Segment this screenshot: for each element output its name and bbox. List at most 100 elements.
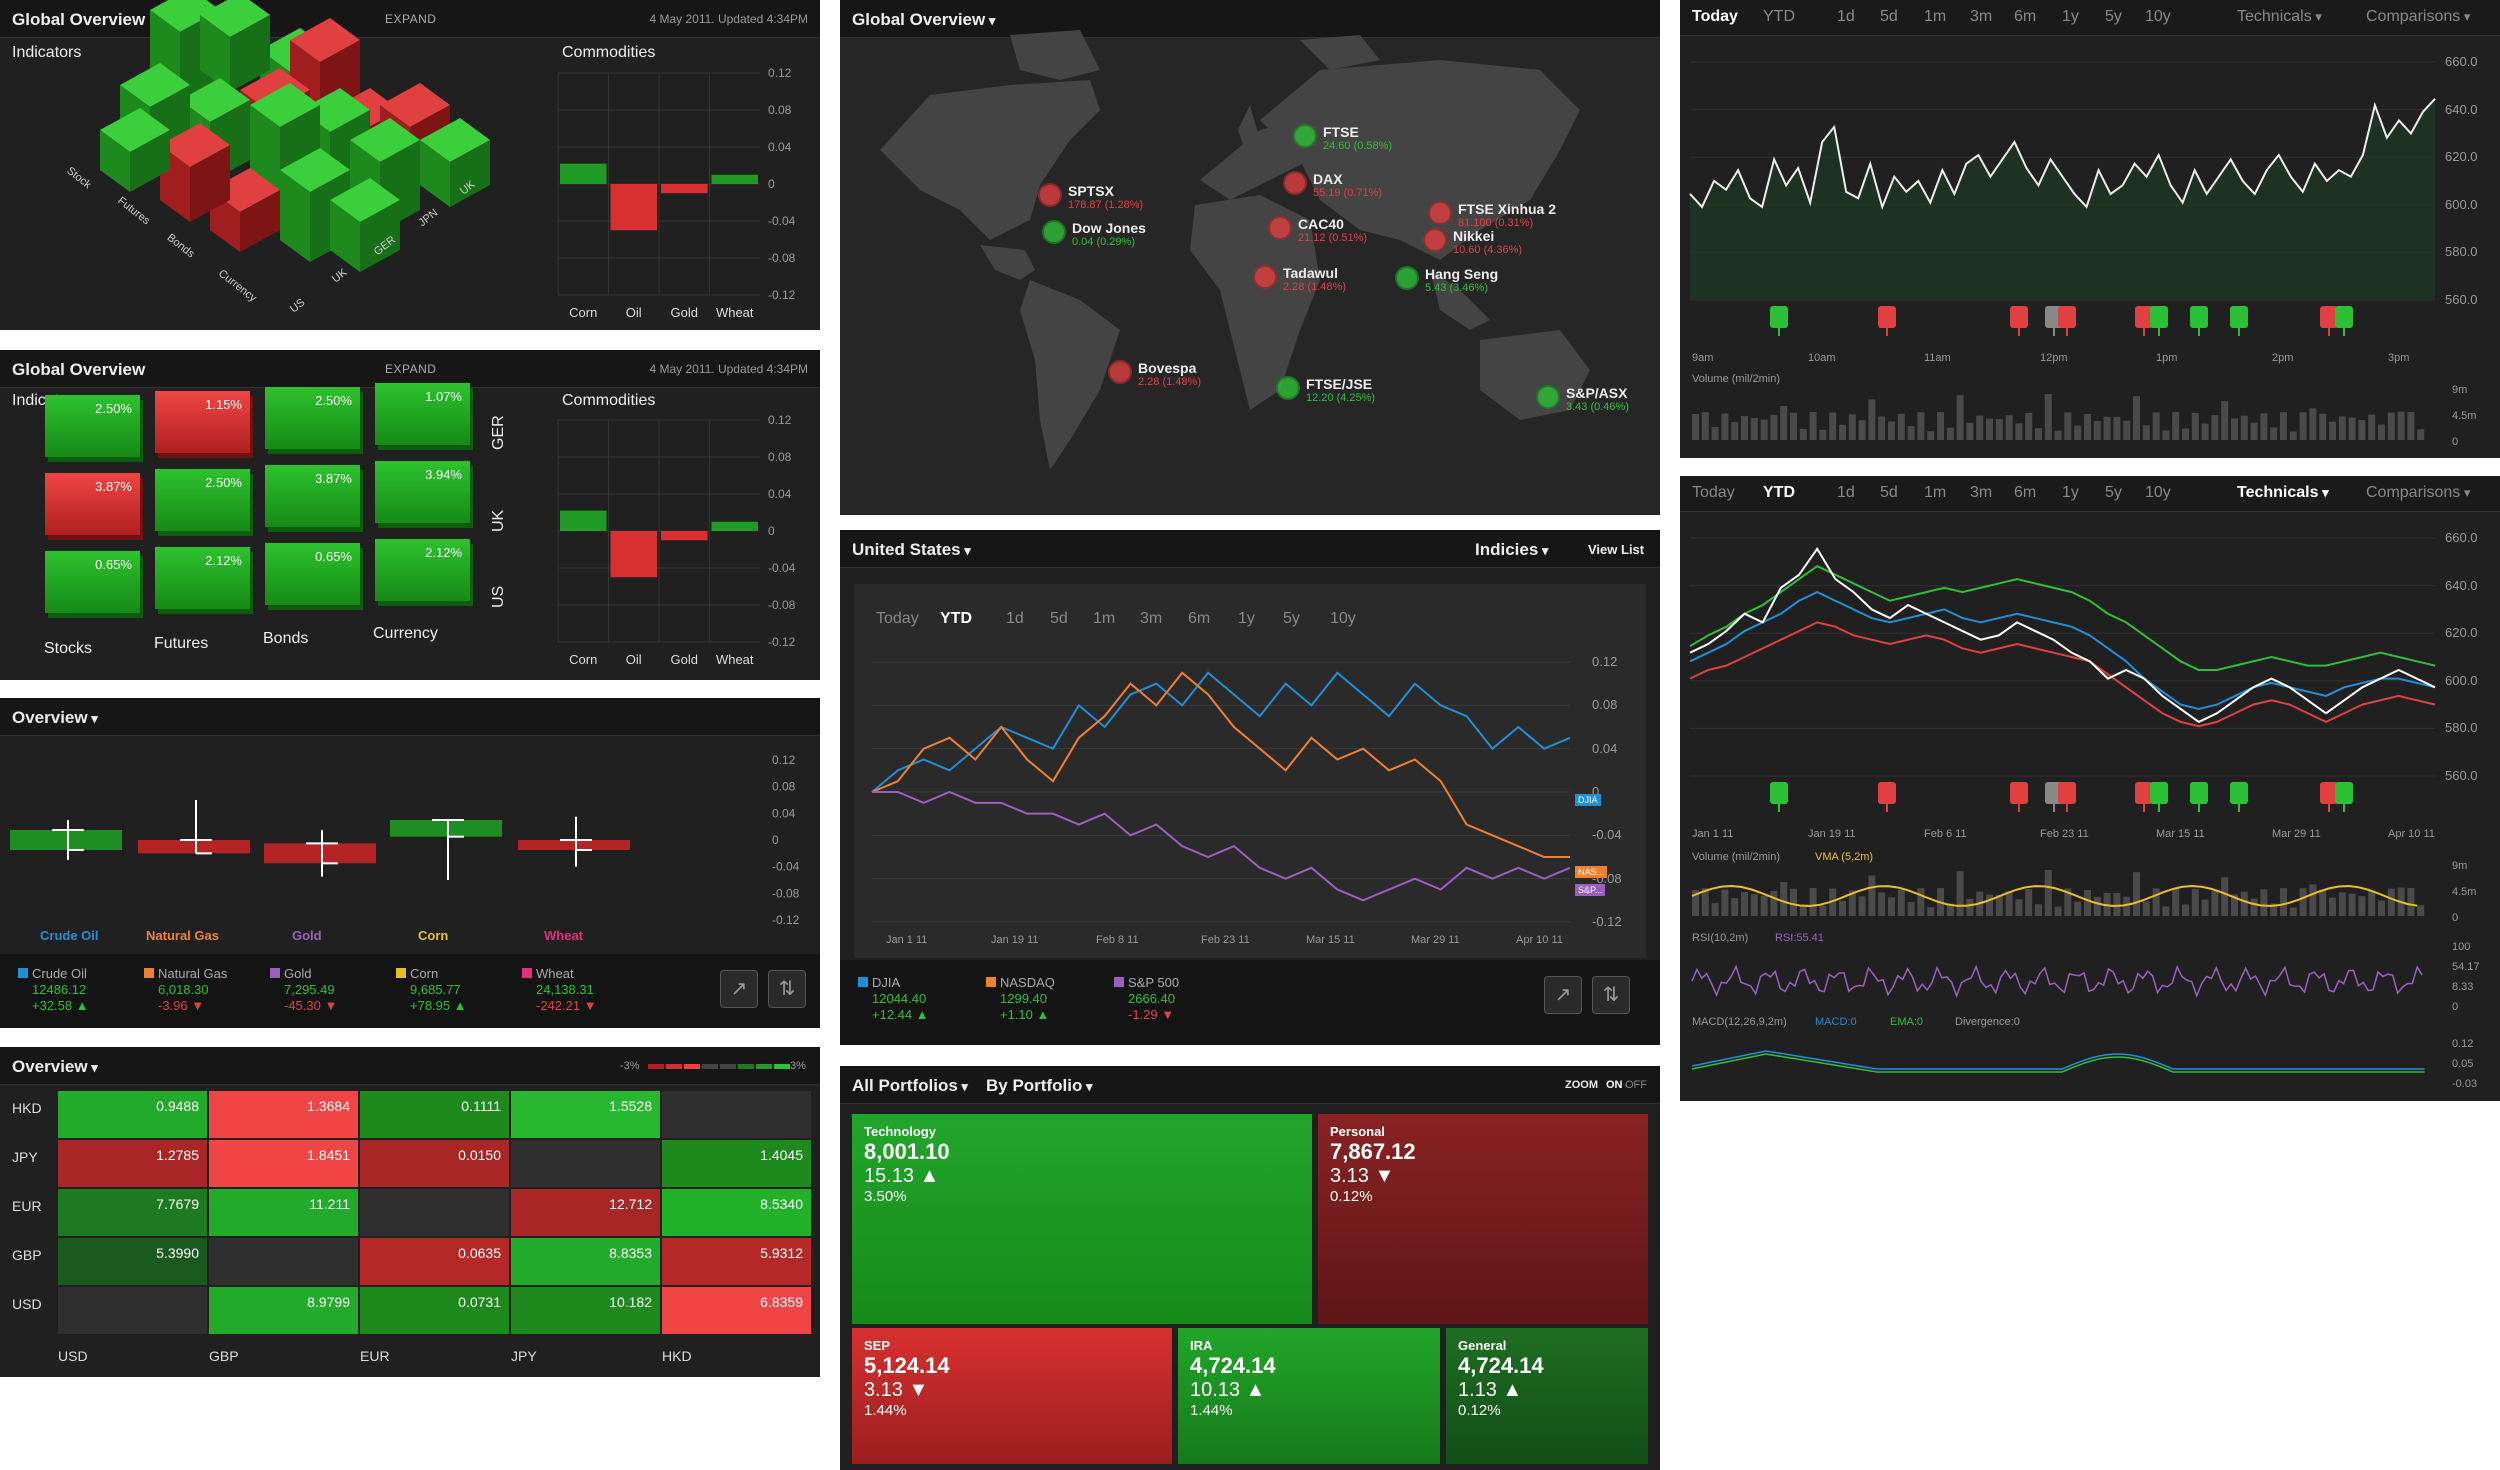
timeframe-tab[interactable]: 1d	[1837, 484, 1855, 501]
timeframe-tab[interactable]: 10y	[2145, 8, 2171, 25]
indicator-tile[interactable]: 0.65%	[265, 543, 360, 605]
portfolio-tile[interactable]: Technology 8,001.10 15.13 ▲ 3.50%	[852, 1114, 1312, 1324]
market-marker-icon[interactable]	[1428, 201, 1452, 225]
global-overview-dropdown[interactable]: Global Overview	[852, 10, 995, 30]
heatmap-cell[interactable]: 0.0635	[360, 1238, 509, 1285]
compare-toggle-button[interactable]: ⇅	[1592, 976, 1630, 1014]
by-portfolio-dropdown[interactable]: By Portfolio	[986, 1076, 1092, 1096]
timeframe-tab[interactable]: 10y	[2145, 484, 2171, 501]
timeframe-tab[interactable]: Today	[876, 610, 919, 627]
indicator-tile[interactable]: 3.87%	[265, 465, 360, 527]
legend-item[interactable]: Corn 9,685.77 +78.95 ▲	[396, 966, 467, 1014]
timeframe-tab[interactable]: Today	[1692, 484, 1735, 501]
market-marker-icon[interactable]	[1536, 385, 1560, 409]
timeframe-tab[interactable]: 1m	[1924, 484, 1947, 501]
market-marker-icon[interactable]	[1042, 220, 1066, 244]
indicator-tile[interactable]: 0.65%	[45, 551, 140, 613]
indicies-dropdown[interactable]: Indicies	[1475, 540, 1548, 560]
zoom-on-toggle[interactable]: ON	[1606, 1079, 1623, 1091]
heatmap-cell[interactable]: 1.2785	[58, 1140, 207, 1187]
timeframe-tab[interactable]: 1y	[2062, 484, 2079, 501]
timeframe-tab[interactable]: 1d	[1006, 610, 1024, 627]
timeframe-tab[interactable]: 10y	[1330, 610, 1356, 627]
market-marker-icon[interactable]	[1293, 124, 1317, 148]
market-marker-icon[interactable]	[1395, 266, 1419, 290]
indicator-tile[interactable]: 2.12%	[375, 539, 470, 601]
all-portfolios-dropdown[interactable]: All Portfolios	[852, 1076, 968, 1096]
indicator-tile[interactable]: 2.50%	[45, 395, 140, 457]
timeframe-tab[interactable]: 6m	[2014, 8, 2037, 25]
timeframe-tab[interactable]: 3m	[1970, 484, 1993, 501]
heatmap-cell[interactable]: 8.8353	[511, 1238, 660, 1285]
heatmap-cell[interactable]: 1.5528	[511, 1091, 660, 1138]
portfolio-tile[interactable]: IRA 4,724.14 10.13 ▲ 1.44%	[1178, 1328, 1440, 1464]
timeframe-tab[interactable]: 3m	[1140, 610, 1163, 627]
market-marker-icon[interactable]	[1283, 171, 1307, 195]
legend-item[interactable]: Crude Oil 12486.12 +32.58 ▲	[18, 966, 89, 1014]
timeframe-tab[interactable]: YTD	[940, 610, 972, 627]
overview-dropdown[interactable]: Overview	[12, 708, 98, 728]
heatmap-cell[interactable]: 10.182	[511, 1287, 660, 1334]
market-marker-icon[interactable]	[1108, 360, 1132, 384]
heatmap-cell[interactable]: 0.0731	[360, 1287, 509, 1334]
legend-item[interactable]: DJIA 12044.40 +12.44 ▲	[858, 975, 929, 1023]
comparisons-dropdown[interactable]: Comparisons	[2366, 484, 2470, 502]
timeframe-tab[interactable]: 1m	[1924, 8, 1947, 25]
heatmap-cell[interactable]: 12.712	[511, 1189, 660, 1236]
portfolio-tile[interactable]: SEP 5,124.14 3.13 ▼ 1.44%	[852, 1328, 1172, 1464]
overview-dropdown[interactable]: Overview	[12, 1057, 98, 1077]
heatmap-cell[interactable]: 8.5340	[662, 1189, 811, 1236]
indicator-tile[interactable]: 2.50%	[155, 469, 250, 531]
heatmap-cell[interactable]: 11.211	[209, 1189, 358, 1236]
indicator-tile[interactable]: 3.94%	[375, 461, 470, 523]
heatmap-cell[interactable]: 5.9312	[662, 1238, 811, 1285]
timeframe-tab[interactable]: YTD	[1763, 484, 1795, 501]
indicator-tile[interactable]: 2.50%	[265, 387, 360, 449]
market-marker-icon[interactable]	[1423, 228, 1447, 252]
technicals-dropdown[interactable]: Technicals	[2237, 484, 2329, 502]
timeframe-tab[interactable]: 5d	[1880, 484, 1898, 501]
heatmap-cell[interactable]: 6.8359	[662, 1287, 811, 1334]
heatmap-cell[interactable]	[58, 1287, 207, 1334]
heatmap-cell[interactable]: 7.7679	[58, 1189, 207, 1236]
timeframe-tab[interactable]: 5y	[2105, 484, 2122, 501]
heatmap-cell[interactable]: 1.3684	[209, 1091, 358, 1138]
indicator-tile[interactable]: 1.15%	[155, 391, 250, 453]
timeframe-tab[interactable]: 3m	[1970, 8, 1993, 25]
timeframe-tab[interactable]: 6m	[2014, 484, 2037, 501]
heatmap-cell[interactable]: 0.0150	[360, 1140, 509, 1187]
heatmap-cell[interactable]: 5.3990	[58, 1238, 207, 1285]
heatmap-cell[interactable]	[209, 1238, 358, 1285]
timeframe-tab[interactable]: 5d	[1880, 8, 1898, 25]
legend-item[interactable]: NASDAQ 1299.40 +1.10 ▲	[986, 975, 1055, 1023]
indicator-tile[interactable]: 3.87%	[45, 473, 140, 535]
timeframe-tab[interactable]: 5y	[1283, 610, 1300, 627]
market-marker-icon[interactable]	[1276, 376, 1300, 400]
heatmap-cell[interactable]: 1.4045	[662, 1140, 811, 1187]
timeframe-tab[interactable]: 1y	[2062, 8, 2079, 25]
zoom-off-toggle[interactable]: OFF	[1625, 1079, 1647, 1091]
timeframe-tab[interactable]: 1d	[1837, 8, 1855, 25]
legend-item[interactable]: S&P 500 2666.40 -1.29 ▼	[1114, 975, 1179, 1023]
heatmap-cell[interactable]	[360, 1189, 509, 1236]
heatmap-cell[interactable]: 0.1111	[360, 1091, 509, 1138]
timeframe-tab[interactable]: 6m	[1188, 610, 1211, 627]
heatmap-cell[interactable]	[511, 1140, 660, 1187]
indicator-tile[interactable]: 1.07%	[375, 383, 470, 445]
compare-toggle-button[interactable]: ⇅	[768, 970, 806, 1008]
heatmap-cell[interactable]: 0.9488	[58, 1091, 207, 1138]
timeframe-tab[interactable]: 5d	[1050, 610, 1068, 627]
chart-type-button[interactable]: ↗	[1544, 976, 1582, 1014]
legend-item[interactable]: Natural Gas 6,018.30 -3.96 ▼	[144, 966, 227, 1014]
chart-type-button[interactable]: ↗	[720, 970, 758, 1008]
timeframe-tab[interactable]: Today	[1692, 8, 1738, 25]
expand-button[interactable]: EXPAND	[385, 12, 437, 26]
portfolio-tile[interactable]: Personal 7,867.12 3.13 ▼ 0.12%	[1318, 1114, 1648, 1324]
comparisons-dropdown[interactable]: Comparisons	[2366, 8, 2470, 26]
view-list-button[interactable]: View List	[1588, 542, 1645, 557]
timeframe-tab[interactable]: 1m	[1093, 610, 1116, 627]
indicator-tile[interactable]: 2.12%	[155, 547, 250, 609]
heatmap-cell[interactable]: 8.9799	[209, 1287, 358, 1334]
legend-item[interactable]: Gold 7,295.49 -45.30 ▼	[270, 966, 337, 1014]
technicals-dropdown[interactable]: Technicals	[2237, 8, 2322, 26]
